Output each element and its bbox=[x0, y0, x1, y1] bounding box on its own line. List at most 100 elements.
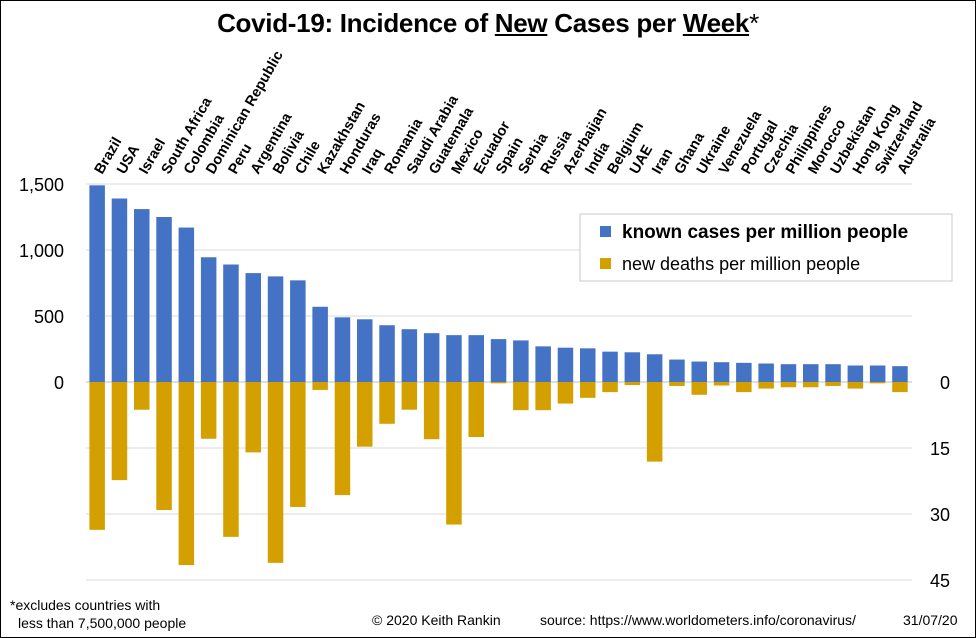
chart-title: Covid-19: Incidence of New Cases per Wee… bbox=[217, 8, 759, 38]
legend-swatch-deaths bbox=[600, 258, 611, 269]
bar-deaths bbox=[312, 382, 328, 390]
bar-cases bbox=[111, 198, 128, 382]
bar-deaths bbox=[535, 382, 551, 411]
bar-deaths bbox=[468, 382, 484, 437]
bar-deaths bbox=[490, 382, 507, 384]
title-emphasis-week: Week bbox=[682, 8, 750, 38]
legend-swatch-cases bbox=[600, 226, 611, 237]
legend: known cases per million people new death… bbox=[579, 213, 953, 282]
bar-deaths bbox=[156, 382, 172, 511]
right-axis-ticks: 0 15 30 45 bbox=[930, 373, 950, 591]
bar-cases bbox=[357, 319, 373, 382]
footnote-line-2: less than 7,500,000 people bbox=[18, 615, 187, 631]
bar-deaths bbox=[713, 382, 730, 386]
bar-cases bbox=[379, 325, 395, 382]
bar-deaths bbox=[580, 382, 596, 398]
legend-box bbox=[579, 213, 953, 282]
left-tick-label: 0 bbox=[54, 373, 64, 393]
bar-deaths bbox=[803, 382, 819, 388]
bar-cases bbox=[245, 273, 261, 382]
bar-cases bbox=[156, 217, 172, 382]
bar-deaths bbox=[646, 382, 663, 462]
bar-deaths bbox=[758, 382, 774, 389]
bar-cases bbox=[803, 364, 819, 382]
right-tick-label: 0 bbox=[940, 373, 950, 393]
copyright: © 2020 Keith Rankin bbox=[372, 612, 501, 628]
bar-cases bbox=[490, 339, 507, 382]
bars bbox=[89, 185, 908, 566]
bar-cases bbox=[736, 362, 752, 382]
bar-deaths bbox=[669, 382, 685, 386]
legend-label-cases: known cases per million people bbox=[622, 222, 908, 243]
bar-deaths bbox=[290, 382, 306, 507]
bar-cases bbox=[892, 366, 908, 382]
bar-cases bbox=[758, 363, 774, 382]
bar-deaths bbox=[513, 382, 529, 411]
bar-cases bbox=[134, 209, 150, 382]
source: source: https://www.worldometers.info/co… bbox=[540, 612, 856, 628]
bar-deaths bbox=[267, 382, 284, 563]
bar-cases bbox=[602, 351, 618, 382]
bar-deaths bbox=[825, 382, 841, 386]
bar-cases bbox=[825, 364, 841, 382]
bar-cases bbox=[869, 365, 886, 382]
bar-deaths bbox=[178, 382, 195, 566]
bar-cases bbox=[691, 361, 707, 382]
bar-deaths bbox=[357, 382, 373, 447]
bar-deaths bbox=[401, 382, 418, 410]
bar-deaths bbox=[736, 382, 752, 393]
date: 31/07/20 bbox=[903, 612, 958, 628]
title-emphasis-new: New bbox=[494, 8, 548, 38]
bar-cases bbox=[624, 352, 641, 382]
bar-cases bbox=[780, 364, 797, 382]
bar-cases bbox=[535, 346, 551, 382]
bar-deaths bbox=[379, 382, 395, 424]
bar-deaths bbox=[602, 382, 618, 393]
bar-deaths bbox=[892, 382, 908, 393]
legend-label-deaths: new deaths per million people bbox=[622, 254, 860, 274]
left-tick-label: 500 bbox=[34, 307, 64, 327]
bar-cases bbox=[178, 227, 195, 382]
bar-deaths bbox=[557, 382, 574, 404]
bar-cases bbox=[200, 257, 217, 382]
bar-deaths bbox=[847, 382, 864, 389]
bar-cases bbox=[423, 333, 440, 382]
bar-deaths bbox=[89, 382, 105, 530]
bar-cases bbox=[646, 354, 663, 382]
bar-deaths bbox=[111, 382, 128, 481]
bar-cases bbox=[290, 280, 306, 382]
bar-cases bbox=[580, 348, 596, 382]
bar-deaths bbox=[780, 382, 797, 388]
bar-cases bbox=[267, 276, 284, 382]
bar-cases bbox=[446, 335, 462, 382]
bar-deaths bbox=[446, 382, 462, 525]
bar-cases bbox=[334, 317, 351, 382]
bar-cases bbox=[468, 335, 484, 382]
bar-deaths bbox=[134, 382, 150, 410]
bar-cases bbox=[401, 329, 418, 382]
right-tick-label: 30 bbox=[930, 505, 950, 525]
footnote-line-1: *excludes countries with bbox=[10, 597, 161, 613]
bar-deaths bbox=[334, 382, 351, 496]
bar-deaths bbox=[245, 382, 261, 453]
right-tick-label: 15 bbox=[930, 439, 950, 459]
left-axis-ticks: 0 500 1,000 1,500 bbox=[19, 175, 64, 393]
bar-deaths bbox=[869, 382, 886, 384]
bar-cases bbox=[223, 264, 239, 382]
bar-cases bbox=[557, 347, 574, 382]
bar-cases bbox=[669, 359, 685, 382]
bar-deaths bbox=[691, 382, 707, 395]
bar-deaths bbox=[624, 382, 641, 386]
bar-deaths bbox=[200, 382, 217, 439]
bar-deaths bbox=[423, 382, 440, 440]
left-tick-label: 1,000 bbox=[19, 241, 64, 261]
bar-cases bbox=[312, 306, 328, 382]
right-tick-label: 45 bbox=[930, 571, 950, 591]
left-tick-label: 1,500 bbox=[19, 175, 64, 195]
bar-cases bbox=[513, 340, 529, 382]
bar-deaths bbox=[223, 382, 239, 537]
bar-cases bbox=[713, 362, 730, 382]
bar-cases bbox=[847, 365, 864, 382]
